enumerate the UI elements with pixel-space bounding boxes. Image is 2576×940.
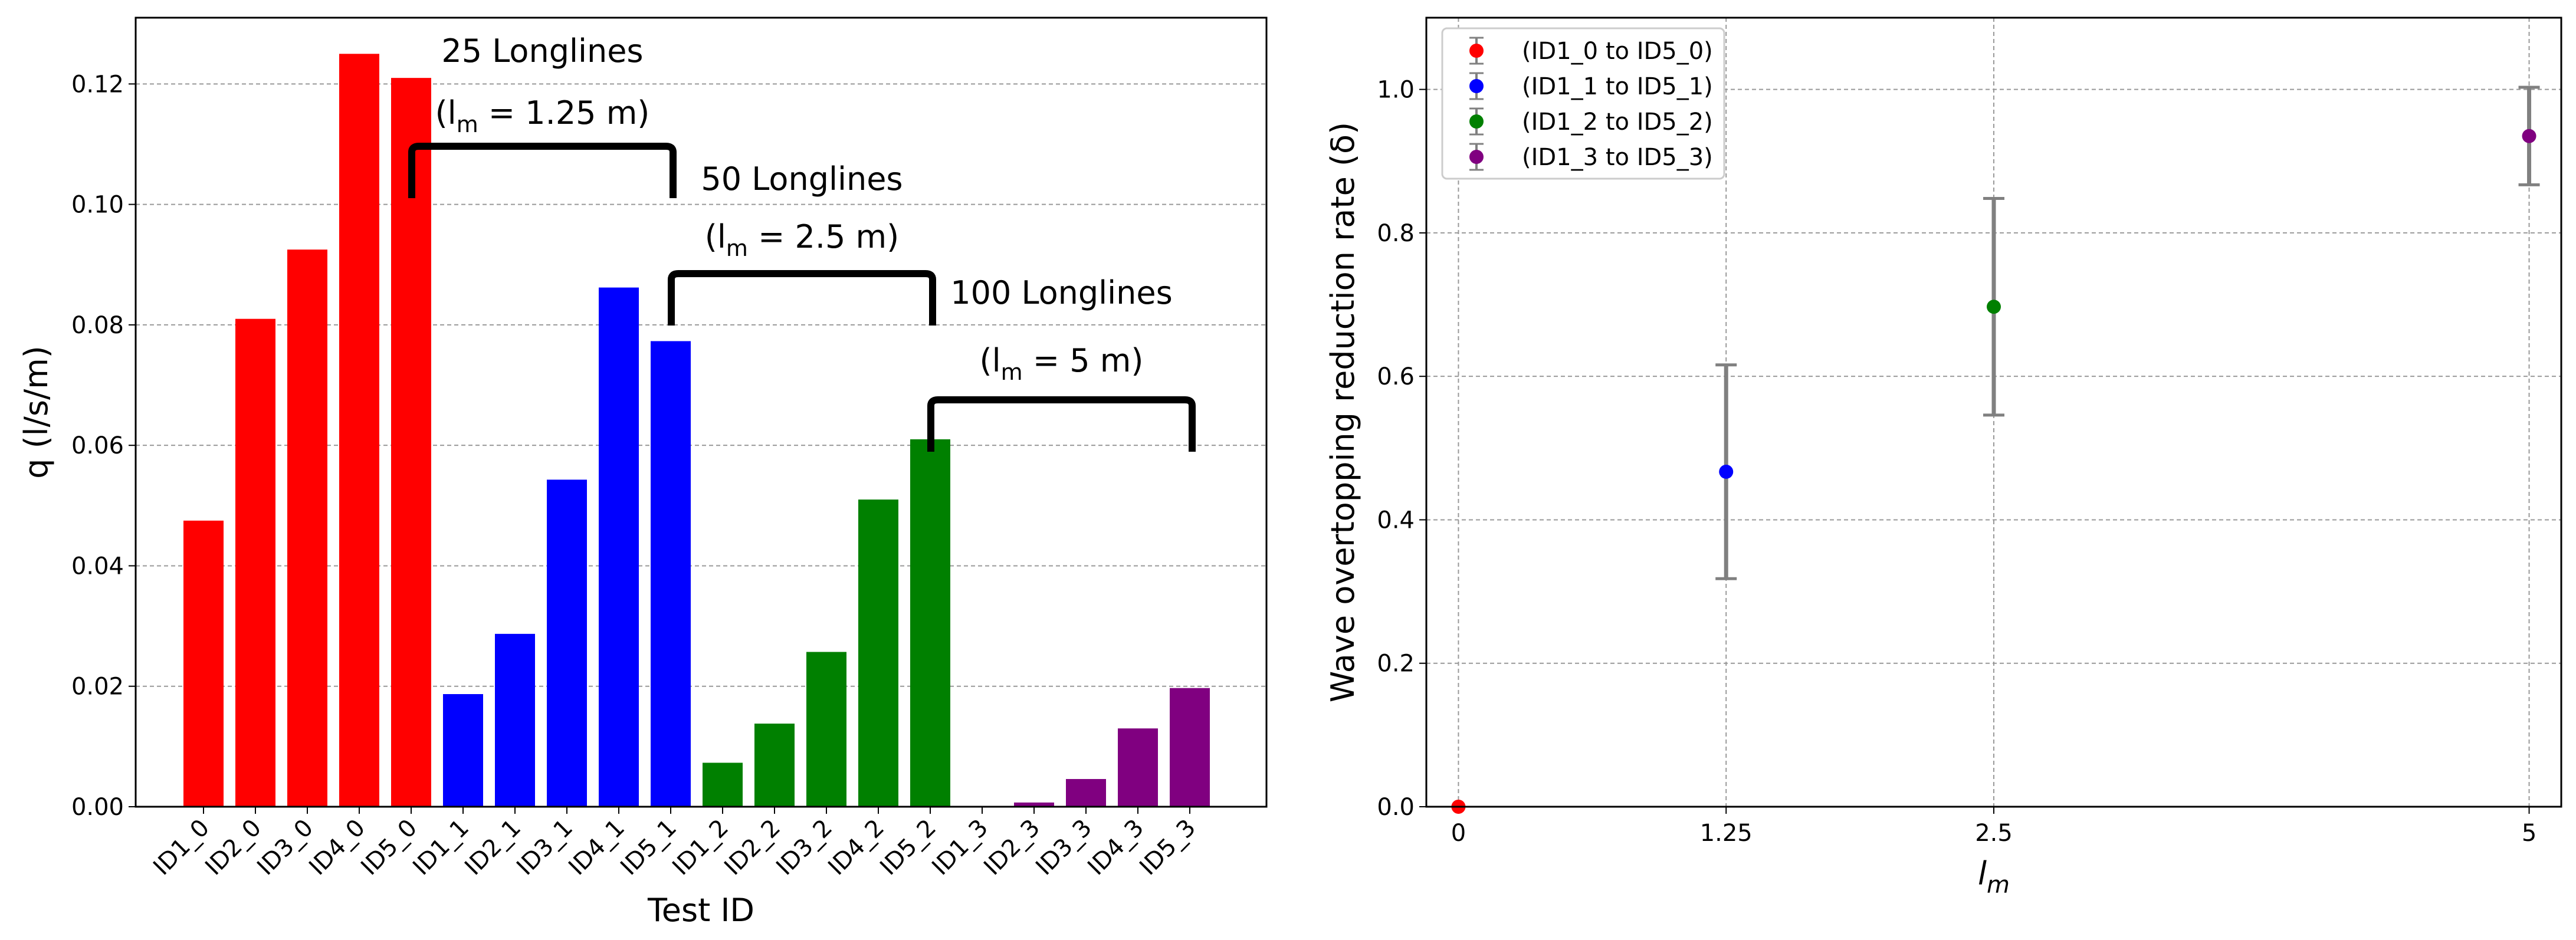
bar-ID4_2	[858, 499, 898, 807]
annotation-lm-sub: m	[1001, 359, 1023, 385]
x-tick-label: 5	[2522, 820, 2536, 847]
x-tick-label: ID1_2	[667, 814, 734, 881]
x-tick-label: ID1_1	[408, 814, 474, 881]
x-tick-label: ID2_3	[979, 814, 1045, 881]
bar-ID3_1	[547, 479, 587, 807]
legend-marker	[1469, 114, 1484, 129]
annotation-lm-value: = 2.5 m)	[748, 218, 899, 255]
y-tick-label: 0.10	[71, 192, 124, 219]
annotation-lm-sub: m	[726, 235, 748, 261]
bar-ID1_1	[443, 694, 483, 807]
x-tick-label: ID5_3	[1134, 814, 1201, 881]
annotation-lm-value: = 5 m)	[1023, 342, 1144, 379]
bar-ID5_3	[1170, 688, 1210, 807]
legend-marker	[1469, 79, 1484, 93]
annotation-lm-prefix: (l	[435, 94, 457, 132]
bar-ID1_0	[183, 520, 224, 807]
data-point	[1719, 464, 1734, 479]
x-tick-label: ID3_0	[252, 814, 319, 881]
annotation-lm-sub: m	[457, 111, 478, 137]
annotation-lm: (lm = 5 m)	[980, 342, 1144, 385]
legend-label: (ID1_3 to ID5_3)	[1522, 144, 1713, 171]
bar-ID3_0	[287, 249, 327, 807]
bar-ID4_1	[599, 287, 639, 807]
y-axis-label: q (l/s/m)	[18, 346, 55, 479]
bar-ID3_3	[1066, 779, 1106, 807]
plot-frame	[134, 17, 1268, 808]
bar-ID4_0	[339, 54, 379, 807]
bar-ID4_3	[1118, 728, 1158, 807]
legend-marker	[1469, 150, 1484, 164]
x-tick-label: ID5_0	[356, 814, 422, 881]
y-tick-label: 0.08	[71, 312, 124, 339]
bar-ID2_2	[754, 724, 795, 807]
x-tick-label: 0	[1451, 820, 1466, 847]
x-tick-label: 2.5	[1975, 820, 2013, 847]
legend-marker	[1469, 44, 1484, 58]
x-tick-label: ID5_2	[875, 814, 941, 881]
annotation-lm-value: = 1.25 m)	[478, 94, 650, 132]
x-tick-label: ID2_1	[460, 814, 526, 881]
x-tick-label: ID1_3	[927, 814, 993, 881]
y-tick-label: 0.6	[1377, 363, 1415, 390]
x-tick-label: ID2_2	[719, 814, 786, 881]
legend-box	[1441, 27, 1725, 180]
data-point	[2522, 129, 2536, 143]
bar-chart-q-per-test: 0.000.020.040.060.080.100.12ID1_0ID2_0ID…	[18, 17, 1268, 929]
data-point	[1987, 300, 2001, 314]
y-tick-label: 0.00	[71, 794, 124, 821]
annotation-title: 100 Longlines	[950, 274, 1173, 311]
x-tick-label: ID4_3	[1082, 814, 1149, 881]
x-axis-label: lm	[1978, 855, 2010, 899]
annotation-lm-prefix: (l	[705, 218, 726, 255]
legend-label: (ID1_2 to ID5_2)	[1522, 109, 1713, 136]
bracket-2	[668, 270, 936, 326]
x-axis-label-main: l	[1978, 855, 1987, 892]
bar-ID2_0	[235, 318, 275, 807]
bar-ID2_3	[1014, 802, 1054, 807]
x-tick-label: ID4_0	[304, 814, 370, 881]
scatter-chart-reduction-rate: 0.0 0.2 0.4 0.6 0.8 1.0 0 1.25 2.5 5 (ID1_0 to ID5…	[1324, 17, 2562, 899]
y-tick-label: 0.04	[71, 553, 124, 580]
y-tick-label: 0.2	[1377, 650, 1415, 678]
annotation-lm: (lm = 1.25 m)	[435, 94, 650, 137]
bar-ID1_2	[703, 762, 743, 807]
y-tick-label: 1.0	[1377, 77, 1415, 104]
x-tick-label: ID4_1	[563, 814, 630, 881]
x-tick-label: ID3_2	[771, 814, 838, 881]
bar-ID5_0	[391, 78, 431, 807]
bar-ID5_1	[651, 341, 691, 807]
y-tick-label: 0.06	[71, 432, 124, 459]
bracket-1	[408, 143, 677, 198]
bar-ID3_2	[806, 652, 846, 807]
x-tick-label: ID5_1	[615, 814, 682, 881]
x-tick-label: ID1_0	[148, 814, 215, 881]
x-tick-label: ID3_1	[511, 814, 578, 881]
y-tick-label: 0.02	[71, 673, 124, 701]
y-tick-label: 0.4	[1377, 507, 1415, 534]
x-tick-label: ID3_3	[1031, 814, 1097, 881]
x-tick-label: ID2_0	[200, 814, 267, 881]
plot-frame	[1425, 17, 2562, 808]
x-tick-label: ID4_2	[823, 814, 890, 881]
bracket-3	[927, 396, 1196, 452]
annotation-lm: (lm = 2.5 m)	[705, 218, 899, 261]
y-tick-label: 0.8	[1377, 220, 1415, 247]
annotation-lm-prefix: (l	[980, 342, 1001, 379]
legend-label: (ID1_0 to ID5_0)	[1522, 38, 1713, 65]
annotation-title: 25 Longlines	[441, 32, 643, 70]
x-axis-label-sub: m	[1987, 872, 2010, 899]
x-axis-label: Test ID	[647, 892, 754, 929]
y-tick-label: 0.0	[1377, 794, 1415, 821]
annotation-title: 50 Longlines	[701, 160, 903, 198]
x-tick-label: 1.25	[1700, 820, 1753, 847]
y-axis-label: Wave overtopping reduction rate (δ)	[1324, 122, 1361, 702]
bar-ID2_1	[495, 633, 535, 807]
legend-label: (ID1_1 to ID5_1)	[1522, 73, 1713, 100]
y-tick-label: 0.12	[71, 71, 124, 98]
bar-ID5_2	[910, 439, 950, 807]
